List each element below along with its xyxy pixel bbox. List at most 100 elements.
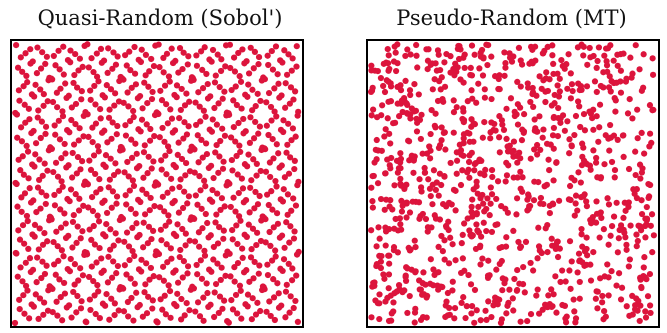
scatter-point bbox=[252, 188, 259, 196]
scatter-point bbox=[608, 223, 616, 230]
scatter-point bbox=[111, 312, 118, 319]
scatter-point bbox=[32, 151, 39, 158]
scatter-point bbox=[256, 123, 263, 130]
scatter-point bbox=[580, 193, 587, 200]
scatter-point bbox=[57, 85, 64, 92]
scatter-point bbox=[77, 305, 85, 312]
scatter-point bbox=[601, 52, 608, 59]
scatter-point bbox=[279, 59, 286, 66]
scatter-point bbox=[158, 157, 165, 164]
scatter-point bbox=[212, 219, 219, 226]
scatter-point bbox=[199, 66, 206, 73]
scatter-point bbox=[74, 84, 81, 91]
scatter-point bbox=[574, 269, 581, 276]
scatter-point bbox=[484, 195, 491, 202]
scatter-point bbox=[110, 171, 118, 179]
scatter-point bbox=[252, 118, 259, 126]
scatter-point bbox=[134, 95, 141, 102]
scatter-point bbox=[268, 117, 275, 124]
scatter-point bbox=[445, 199, 453, 206]
scatter-point bbox=[608, 268, 615, 275]
scatter-point bbox=[56, 66, 63, 73]
scatter-point bbox=[632, 42, 639, 49]
scatter-point bbox=[407, 115, 414, 122]
scatter-point bbox=[21, 101, 28, 108]
scatter-point bbox=[50, 52, 57, 60]
scatter-point bbox=[215, 169, 222, 176]
scatter-point bbox=[429, 201, 436, 208]
scatter-point bbox=[76, 125, 83, 132]
scatter-point bbox=[449, 241, 456, 248]
scatter-point bbox=[525, 206, 532, 213]
scatter-point bbox=[293, 43, 300, 50]
scatter-point bbox=[549, 42, 556, 49]
scatter-point bbox=[501, 49, 508, 56]
scatter-point bbox=[107, 155, 114, 162]
scatter-point bbox=[553, 238, 561, 245]
scatter-point bbox=[131, 43, 138, 51]
scatter-point bbox=[80, 202, 87, 209]
scatter-point bbox=[112, 160, 119, 167]
scatter-point bbox=[160, 263, 167, 270]
scatter-point bbox=[282, 314, 289, 321]
scatter-point bbox=[287, 84, 295, 91]
scatter-point bbox=[477, 170, 484, 177]
scatter-point bbox=[638, 197, 645, 204]
scatter-point bbox=[249, 86, 256, 93]
scatter-point bbox=[489, 173, 496, 181]
scatter-point bbox=[431, 271, 438, 279]
scatter-point bbox=[402, 77, 409, 84]
scatter-point bbox=[102, 152, 110, 159]
scatter-point bbox=[623, 241, 630, 248]
scatter-point bbox=[419, 280, 426, 287]
scatter-point bbox=[280, 186, 287, 193]
scatter-point bbox=[140, 244, 147, 251]
scatter-point bbox=[452, 207, 459, 214]
scatter-point bbox=[217, 206, 224, 214]
scatter-point bbox=[114, 262, 121, 270]
scatter-point bbox=[411, 81, 418, 88]
scatter-point bbox=[53, 89, 60, 96]
scatter-point bbox=[596, 101, 604, 108]
scatter-point bbox=[626, 96, 633, 103]
scatter-point bbox=[138, 46, 145, 53]
scatter-point bbox=[161, 82, 169, 89]
scatter-point bbox=[94, 143, 102, 150]
scatter-point bbox=[68, 104, 75, 111]
scatter-point bbox=[411, 309, 419, 316]
scatter-point bbox=[283, 71, 291, 78]
scatter-point bbox=[517, 243, 525, 250]
scatter-point bbox=[54, 173, 62, 180]
scatter-point bbox=[636, 66, 643, 73]
scatter-point bbox=[257, 307, 264, 315]
scatter-point bbox=[498, 243, 506, 251]
scatter-point bbox=[217, 137, 224, 145]
scatter-point bbox=[237, 78, 245, 85]
scatter-point bbox=[128, 294, 135, 302]
scatter-point bbox=[289, 265, 296, 272]
scatter-point bbox=[270, 294, 278, 301]
scatter-point bbox=[65, 92, 72, 99]
scatter-point bbox=[57, 224, 65, 231]
scatter-point bbox=[503, 159, 510, 166]
scatter-point bbox=[517, 83, 524, 90]
scatter-point bbox=[88, 236, 95, 243]
scatter-point bbox=[89, 124, 96, 131]
scatter-point bbox=[650, 232, 657, 239]
scatter-point bbox=[601, 161, 608, 168]
scatter-point bbox=[89, 194, 96, 201]
scatter-point bbox=[540, 77, 547, 84]
scatter-point bbox=[33, 209, 40, 216]
scatter-point bbox=[154, 319, 161, 326]
scatter-point bbox=[60, 43, 67, 50]
scatter-point bbox=[19, 153, 26, 160]
scatter-point bbox=[422, 215, 430, 223]
scatter-point bbox=[453, 104, 460, 111]
scatter-point bbox=[232, 208, 239, 215]
scatter-point bbox=[148, 165, 155, 172]
scatter-point bbox=[142, 72, 149, 79]
scatter-point bbox=[249, 107, 256, 114]
scatter-point bbox=[234, 310, 241, 317]
scatter-point bbox=[202, 140, 210, 147]
scatter-point bbox=[245, 151, 252, 158]
